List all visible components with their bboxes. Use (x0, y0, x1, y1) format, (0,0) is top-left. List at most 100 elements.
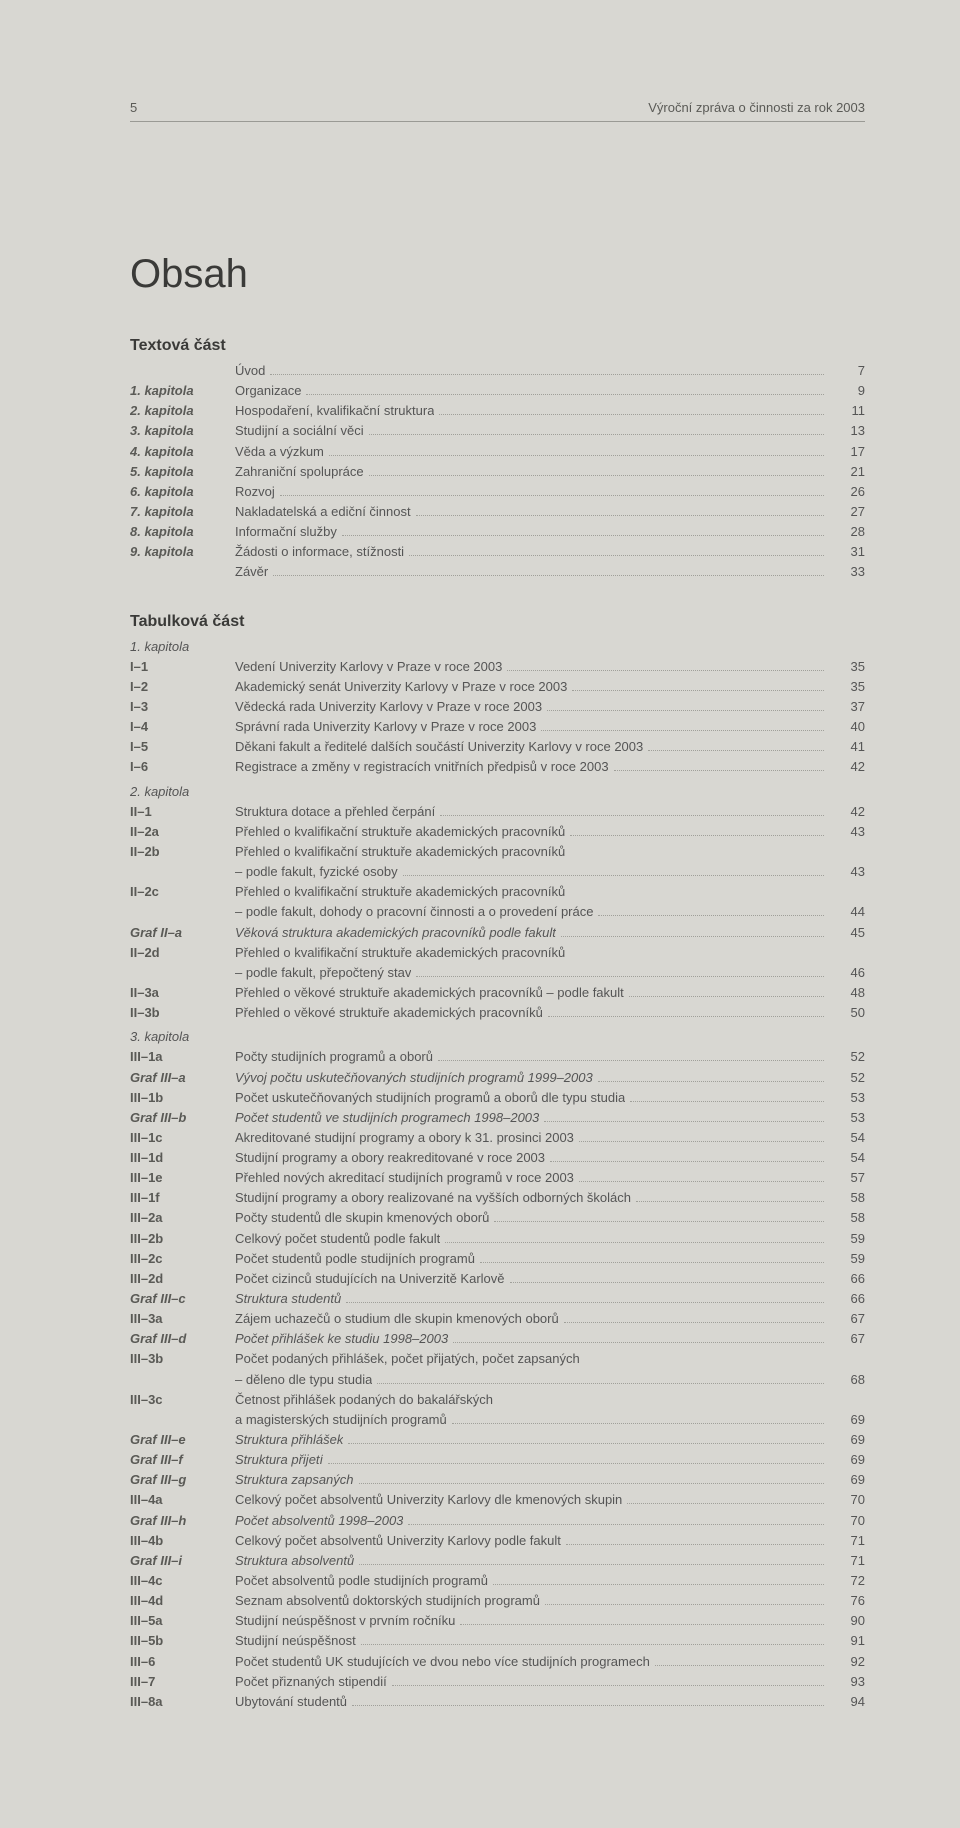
toc-label: III–4c (130, 1571, 235, 1591)
toc-page: 70 (829, 1511, 865, 1531)
toc-row: III–2dPočet cizinců studujících na Unive… (130, 1269, 865, 1289)
toc-title: Počet studentů UK studujících ve dvou ne… (235, 1652, 650, 1672)
toc-label: III–3a (130, 1309, 235, 1329)
toc-label: Graf III–c (130, 1289, 235, 1309)
leader-dots (494, 1221, 824, 1222)
toc-label: III–2d (130, 1269, 235, 1289)
leader-dots (369, 434, 824, 435)
leader-dots (579, 1141, 824, 1142)
toc-label: Graf III–b (130, 1108, 235, 1128)
toc-page: 69 (829, 1470, 865, 1490)
toc-row: I–6Registrace a změny v registracích vni… (130, 757, 865, 777)
leader-dots (359, 1483, 824, 1484)
toc-label: 4. kapitola (130, 442, 235, 462)
leader-dots (440, 815, 824, 816)
toc-label: 8. kapitola (130, 522, 235, 542)
toc-row: a magisterských studijních programů69 (130, 1410, 865, 1430)
toc-row: II–1Struktura dotace a přehled čerpání42 (130, 802, 865, 822)
toc-title: Akreditované studijní programy a obory k… (235, 1128, 574, 1148)
leader-dots (493, 1584, 824, 1585)
toc-title: – podle fakult, fyzické osoby (235, 862, 398, 882)
leader-dots (280, 495, 824, 496)
leader-dots (561, 936, 824, 937)
toc-page: 66 (829, 1289, 865, 1309)
toc-page: 11 (829, 401, 865, 421)
toc-title: Celkový počet absolventů Univerzity Karl… (235, 1531, 561, 1551)
toc-row: II–2cPřehled o kvalifikační struktuře ak… (130, 882, 865, 902)
toc-row: III–3cČetnost přihlášek podaných do baka… (130, 1390, 865, 1410)
toc-title: Žádosti o informace, stížnosti (235, 542, 404, 562)
leader-dots (655, 1665, 824, 1666)
leader-dots (614, 770, 824, 771)
toc-label: Graf III–a (130, 1068, 235, 1088)
toc-title: Vývoj počtu uskutečňovaných studijních p… (235, 1068, 593, 1088)
leader-dots (403, 875, 824, 876)
toc-page: 21 (829, 462, 865, 482)
toc-title: Rozvoj (235, 482, 275, 502)
toc-page: 59 (829, 1249, 865, 1269)
toc-title: Přehled o věkové struktuře akademických … (235, 1003, 543, 1023)
leader-dots (439, 414, 824, 415)
leader-dots (346, 1302, 824, 1303)
toc-label: III–1a (130, 1047, 235, 1067)
toc-row: – podle fakult, dohody o pracovní činnos… (130, 902, 865, 922)
toc-title: – podle fakult, dohody o pracovní činnos… (235, 902, 593, 922)
toc-page: 90 (829, 1611, 865, 1631)
leader-dots (541, 730, 824, 731)
toc-label: I–3 (130, 697, 235, 717)
toc-row: I–3Vědecká rada Univerzity Karlovy v Pra… (130, 697, 865, 717)
leader-dots (510, 1282, 824, 1283)
toc-label: II–3b (130, 1003, 235, 1023)
toc-label: Graf II–a (130, 923, 235, 943)
toc-row: Graf III–dPočet přihlášek ke studiu 1998… (130, 1329, 865, 1349)
leader-dots (369, 475, 824, 476)
toc-page: 33 (829, 562, 865, 582)
leader-dots (452, 1423, 824, 1424)
toc-label: III–2b (130, 1229, 235, 1249)
toc-row: Graf III–bPočet studentů ve studijních p… (130, 1108, 865, 1128)
leader-dots (408, 1524, 824, 1525)
toc-label: Graf III–e (130, 1430, 235, 1450)
toc-row: III–1ePřehled nových akreditací studijní… (130, 1168, 865, 1188)
toc-label: III–4d (130, 1591, 235, 1611)
toc-title: Přehled o kvalifikační struktuře akademi… (235, 842, 565, 862)
leader-dots (348, 1443, 824, 1444)
toc-row: II–2aPřehled o kvalifikační struktuře ak… (130, 822, 865, 842)
toc-title: Celkový počet studentů podle fakult (235, 1229, 440, 1249)
toc-label: II–2b (130, 842, 235, 862)
toc-row: III–4bCelkový počet absolventů Univerzit… (130, 1531, 865, 1551)
toc-row: Graf III–hPočet absolventů 1998–200370 (130, 1511, 865, 1531)
leader-dots (572, 690, 824, 691)
toc-label: III–7 (130, 1672, 235, 1692)
toc-page: 7 (829, 361, 865, 381)
leader-dots (630, 1101, 824, 1102)
toc-row: Graf III–iStruktura absolventů71 (130, 1551, 865, 1571)
toc-row: I–2Akademický senát Univerzity Karlovy v… (130, 677, 865, 697)
toc-row: III–2aPočty studentů dle skupin kmenovýc… (130, 1208, 865, 1228)
leader-dots (507, 670, 824, 671)
toc-title: Struktura zapsaných (235, 1470, 354, 1490)
toc-page: 53 (829, 1108, 865, 1128)
toc-title: Počet podaných přihlášek, počet přijatýc… (235, 1349, 580, 1369)
toc-title: Počet přiznaných stipendií (235, 1672, 387, 1692)
toc-title: Studijní programy a obory realizované na… (235, 1188, 631, 1208)
section-textova-title: Textová část (130, 337, 865, 355)
toc-title: Struktura studentů (235, 1289, 341, 1309)
leader-dots (548, 1016, 824, 1017)
toc-label: I–1 (130, 657, 235, 677)
toc-title: Hospodaření, kvalifikační struktura (235, 401, 434, 421)
toc-label: II–1 (130, 802, 235, 822)
toc-title: Přehled o kvalifikační struktuře akademi… (235, 882, 565, 902)
leader-dots (579, 1181, 824, 1182)
toc-page: 91 (829, 1631, 865, 1651)
toc-page: 27 (829, 502, 865, 522)
leader-dots (648, 750, 824, 751)
toc-row: 6. kapitolaRozvoj26 (130, 482, 865, 502)
toc-page: 13 (829, 421, 865, 441)
leader-dots (570, 835, 824, 836)
toc-label: III–5a (130, 1611, 235, 1631)
toc-page: 35 (829, 677, 865, 697)
toc-page: 93 (829, 1672, 865, 1692)
leader-dots (409, 555, 824, 556)
toc-page: 48 (829, 983, 865, 1003)
